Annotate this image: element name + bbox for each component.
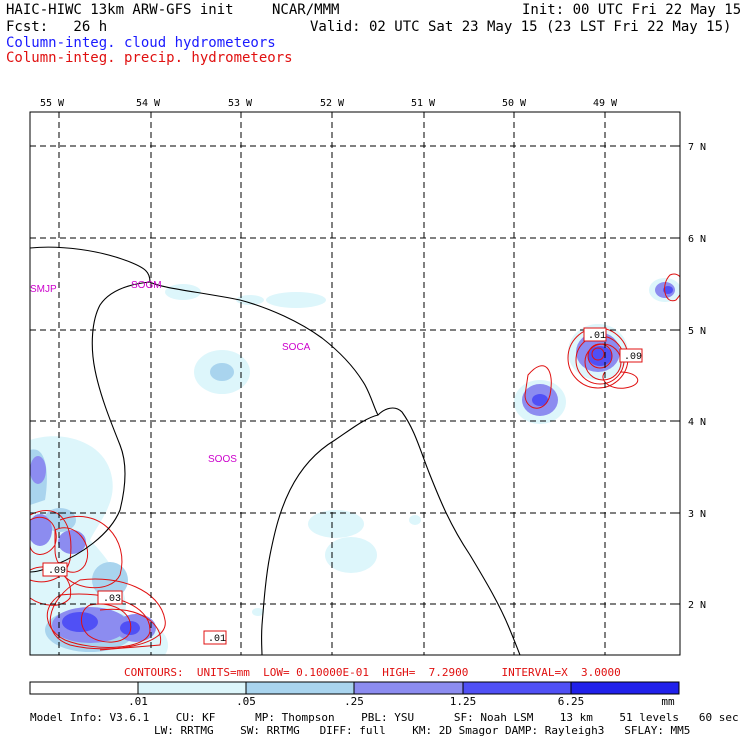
contour-label: .09 bbox=[48, 566, 66, 577]
colorbar-tick: 1.25 bbox=[450, 695, 477, 708]
colorbar-segment bbox=[137, 681, 247, 695]
longitude-label: 49 W bbox=[593, 98, 618, 109]
station-label-smjp: SMJP bbox=[30, 284, 57, 295]
field-precip-legend: Column-integ. precip. hydrometeors bbox=[6, 50, 293, 66]
model-info-line-1: Model Info: V3.6.1 CU: KF MP: Thompson P… bbox=[30, 711, 739, 724]
longitude-label: 54 W bbox=[136, 98, 161, 109]
contours-info: CONTOURS: UNITS=mm LOW= 0.10000E-01 HIGH… bbox=[124, 666, 621, 679]
longitude-label: 55 W bbox=[40, 98, 65, 109]
colorbar-segment bbox=[29, 681, 139, 695]
colorbar-tick: .05 bbox=[236, 695, 256, 708]
colorbar-segment bbox=[245, 681, 355, 695]
contour-label: .01 bbox=[588, 331, 606, 342]
init-time: Init: 00 UTC Fri 22 May 15 bbox=[522, 2, 740, 18]
precip-shading-dark bbox=[62, 286, 673, 635]
valid-time: Valid: 02 UTC Sat 23 May 15 (23 LST Fri … bbox=[310, 19, 732, 35]
station-label-soca: SOCA bbox=[282, 342, 311, 353]
institution-label: NCAR/MMM bbox=[272, 2, 340, 18]
colorbar-tick: 6.25 bbox=[558, 695, 585, 708]
contour-label-boxes bbox=[42, 327, 643, 645]
latitude-label: 7 N bbox=[688, 142, 706, 153]
colorbar-segment bbox=[462, 681, 572, 695]
latitude-label: 5 N bbox=[688, 326, 706, 337]
station-label-soos: SOOS bbox=[208, 454, 237, 465]
model-info-line-2: LW: RRTMG SW: RRTMG DIFF: full KM: 2D Sm… bbox=[154, 724, 691, 737]
colorbar-segment bbox=[570, 681, 680, 695]
longitude-label: 51 W bbox=[411, 98, 436, 109]
model-title: HAIC-HIWC 13km ARW-GFS init bbox=[6, 2, 234, 18]
colorbar-segment bbox=[353, 681, 464, 695]
longitude-label: 52 W bbox=[320, 98, 345, 109]
longitude-label: 50 W bbox=[502, 98, 527, 109]
forecast-hour: Fcst: 26 h bbox=[6, 19, 108, 35]
latitude-label: 2 N bbox=[688, 600, 706, 611]
colorbar-tick: .25 bbox=[344, 695, 364, 708]
plot-frame bbox=[29, 111, 681, 656]
colorbar-units: mm bbox=[661, 695, 675, 708]
station-label-sogm: SOGM bbox=[131, 280, 162, 291]
latitude-label: 3 N bbox=[688, 509, 706, 520]
colorbar-tick: .01 bbox=[128, 695, 148, 708]
contour-label: .01 bbox=[208, 634, 226, 645]
latitude-label: 4 N bbox=[688, 417, 706, 428]
latitude-label: 6 N bbox=[688, 234, 706, 245]
precip-shading bbox=[30, 282, 675, 643]
longitude-label: 53 W bbox=[228, 98, 253, 109]
contour-label: .09 bbox=[624, 352, 642, 363]
field-cloud-legend: Column-integ. cloud hydrometeors bbox=[6, 35, 276, 51]
contour-label: .03 bbox=[103, 594, 121, 605]
